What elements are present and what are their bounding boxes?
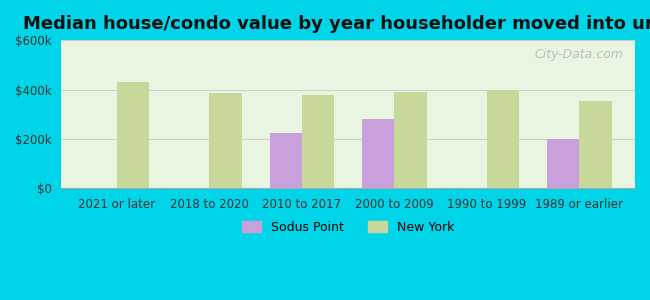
Text: City-Data.com: City-Data.com [535, 47, 623, 61]
Bar [270, 133, 302, 188]
Bar [362, 119, 395, 188]
Legend: Sodus Point, New York: Sodus Point, New York [237, 216, 460, 238]
Bar [302, 94, 334, 188]
Bar [580, 101, 612, 188]
Bar [117, 82, 150, 188]
Bar [395, 92, 427, 188]
Bar [209, 93, 242, 188]
Bar [487, 90, 519, 188]
Title: Median house/condo value by year householder moved into unit: Median house/condo value by year househo… [23, 15, 650, 33]
Bar [547, 139, 580, 188]
